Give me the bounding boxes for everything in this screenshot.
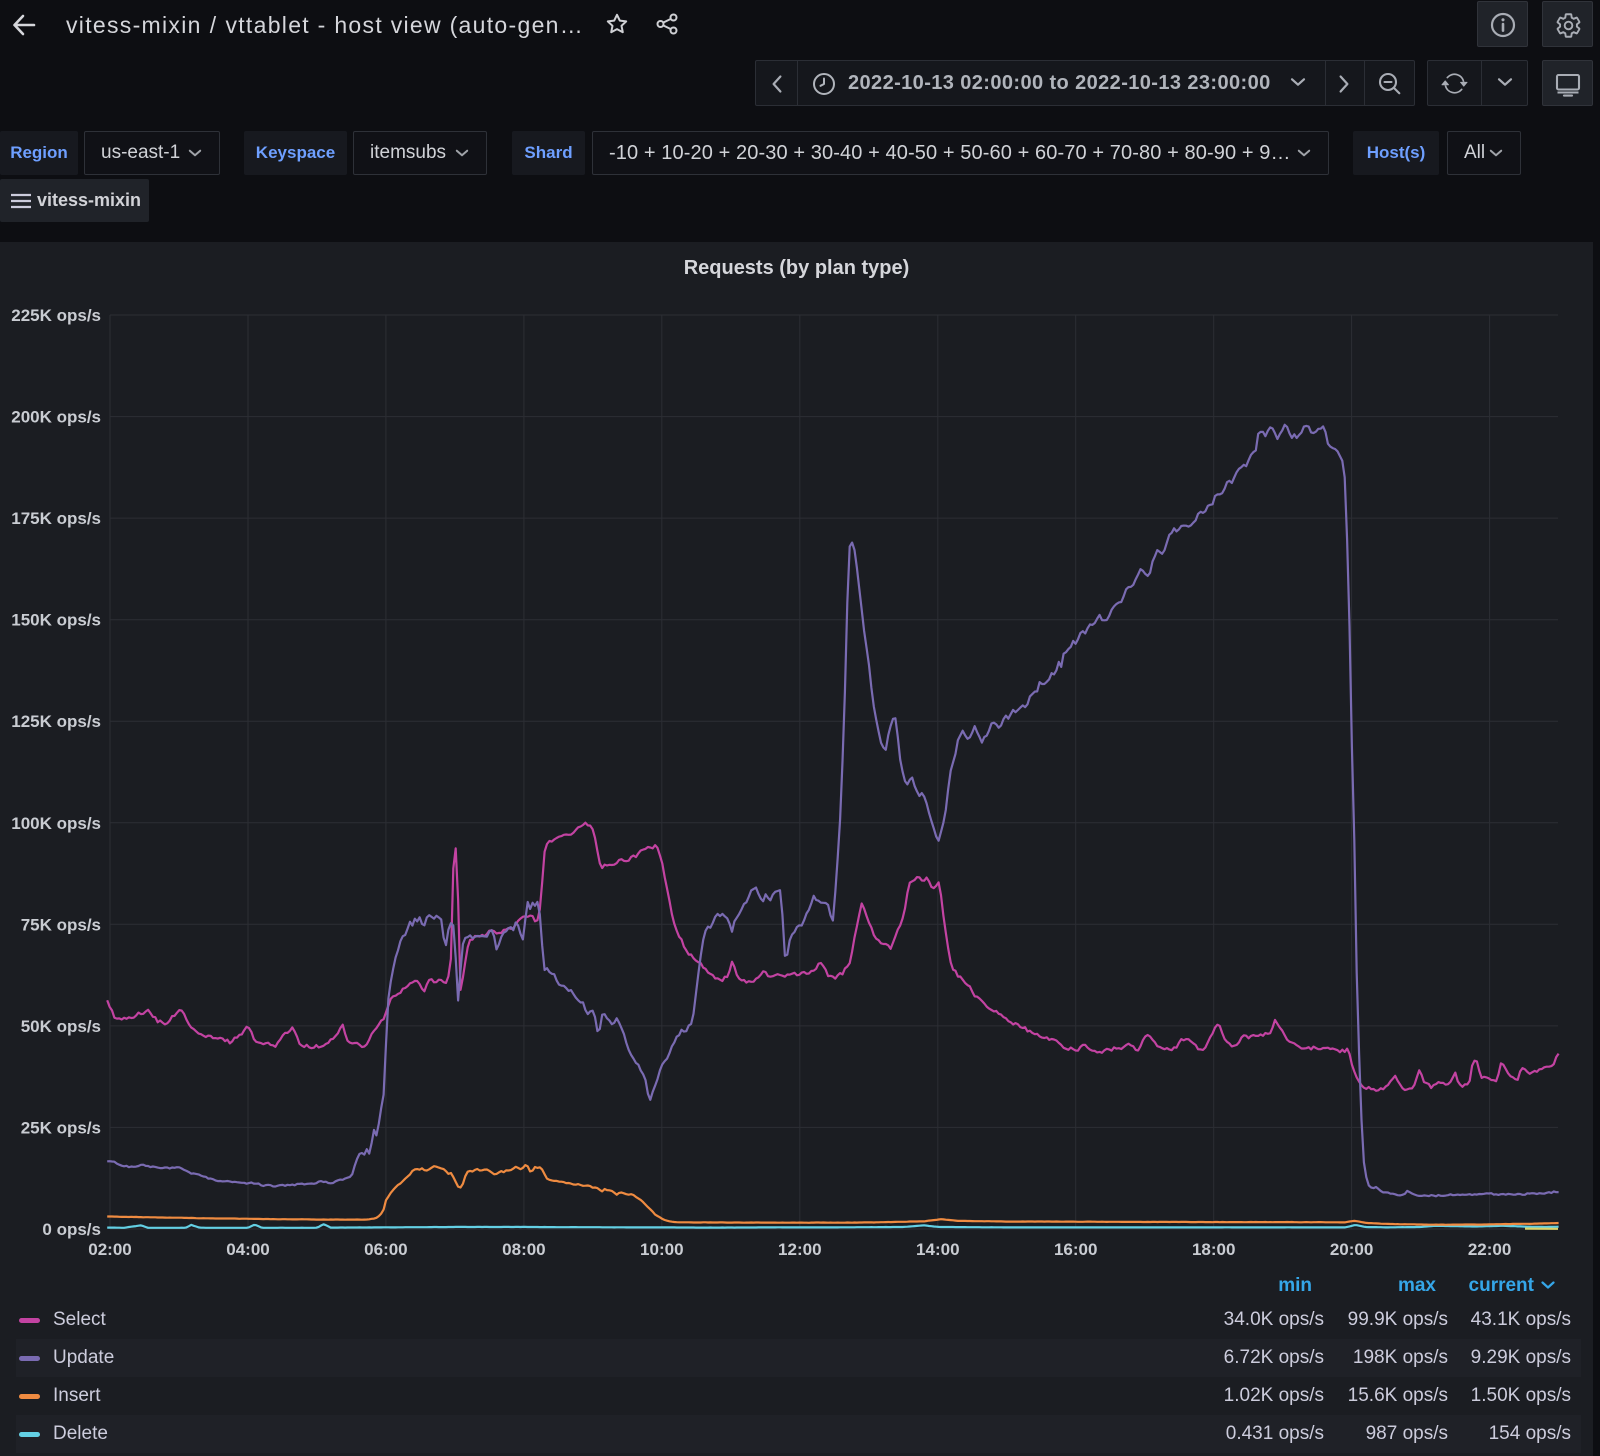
svg-text:0 ops/s: 0 ops/s	[42, 1220, 101, 1239]
svg-text:175K ops/s: 175K ops/s	[11, 509, 101, 528]
svg-text:06:00: 06:00	[364, 1240, 407, 1259]
svg-text:18:00: 18:00	[1192, 1240, 1235, 1259]
svg-text:100K ops/s: 100K ops/s	[11, 814, 101, 833]
svg-text:200K ops/s: 200K ops/s	[11, 408, 101, 427]
svg-text:20:00: 20:00	[1330, 1240, 1373, 1259]
svg-text:02:00: 02:00	[88, 1240, 131, 1259]
svg-text:04:00: 04:00	[226, 1240, 269, 1259]
svg-text:08:00: 08:00	[502, 1240, 545, 1259]
svg-text:225K ops/s: 225K ops/s	[11, 306, 101, 325]
svg-text:25K ops/s: 25K ops/s	[21, 1118, 101, 1137]
svg-text:10:00: 10:00	[640, 1240, 683, 1259]
svg-text:50K ops/s: 50K ops/s	[21, 1017, 101, 1036]
svg-text:16:00: 16:00	[1054, 1240, 1097, 1259]
svg-text:22:00: 22:00	[1468, 1240, 1511, 1259]
svg-text:75K ops/s: 75K ops/s	[21, 915, 101, 934]
svg-text:150K ops/s: 150K ops/s	[11, 611, 101, 630]
svg-text:14:00: 14:00	[916, 1240, 959, 1259]
svg-text:125K ops/s: 125K ops/s	[11, 712, 101, 731]
svg-text:12:00: 12:00	[778, 1240, 821, 1259]
